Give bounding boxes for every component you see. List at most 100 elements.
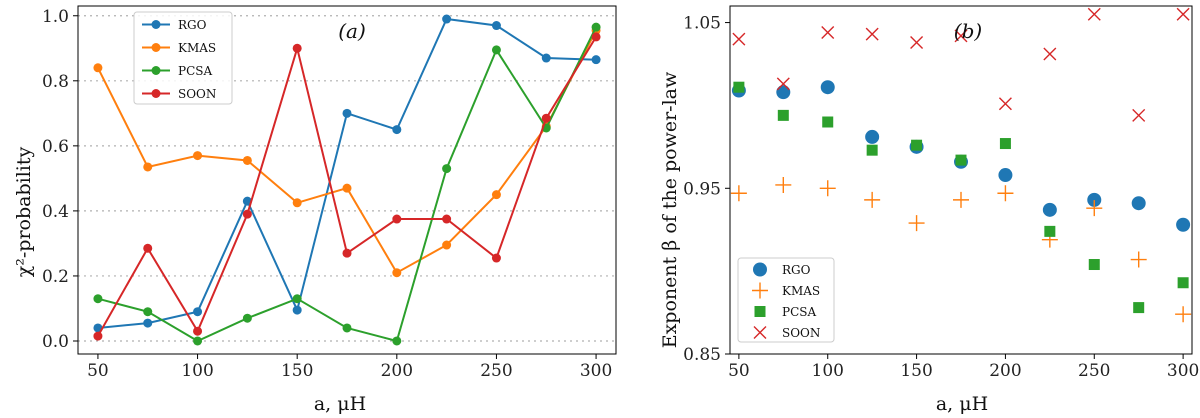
x-tick-label-b: 150 (900, 361, 932, 381)
legend-marker-soon (151, 89, 161, 98)
legend-marker-kmas (151, 43, 161, 52)
x-tick-label-a: 150 (281, 361, 313, 381)
point-soon (442, 214, 452, 224)
point-soon (541, 113, 551, 123)
point-soon (776, 77, 790, 91)
point-rgo (820, 80, 835, 95)
legend-label-rgo: RGO (782, 263, 811, 277)
point-kmas (1175, 306, 1192, 323)
legend-label-pcsa: PCSA (178, 64, 212, 78)
point-kmas (143, 162, 153, 172)
y-tick-label-b: 0.85 (683, 345, 721, 365)
point-pcsa (1177, 277, 1189, 289)
point-rgo (865, 129, 880, 144)
panel-b: a, μH Exponent β of the power-law 50 100 1… (659, 5, 1199, 415)
y-tick-label-a: 0.0 (42, 332, 69, 352)
point-soon (193, 326, 203, 336)
point-pcsa (1044, 225, 1056, 237)
x-tick-label-b: 50 (728, 361, 750, 381)
point-soon (998, 97, 1012, 111)
point-kmas (292, 198, 302, 208)
point-pcsa (1088, 259, 1100, 271)
plot-frame-a (77, 5, 617, 355)
point-soon (1087, 7, 1101, 21)
x-tick-label-a: 200 (381, 361, 413, 381)
point-pcsa (392, 336, 402, 346)
y-tick-label-a: 1.0 (42, 7, 69, 27)
panel-label-b: (b) (954, 19, 982, 43)
plot-frame-b (729, 5, 1193, 355)
point-soon (342, 248, 352, 258)
point-soon (591, 32, 601, 42)
legend-box-b (737, 257, 835, 343)
point-pcsa (777, 109, 789, 121)
x-tick-label-b: 100 (812, 361, 844, 381)
point-kmas (997, 185, 1014, 202)
point-pcsa (491, 45, 501, 55)
point-soon (392, 214, 402, 224)
point-rgo (1176, 217, 1191, 232)
xlabel-a: a, μH (314, 393, 366, 415)
point-rgo (776, 85, 791, 100)
point-rgo (541, 53, 551, 63)
point-pcsa (955, 154, 967, 166)
point-soon (1043, 47, 1057, 61)
point-soon (242, 209, 252, 219)
point-rgo (1131, 196, 1146, 211)
point-soon (491, 253, 501, 263)
point-rgo (1042, 202, 1057, 217)
ylabel-a: χ²-probability (13, 146, 35, 277)
point-rgo (143, 318, 153, 328)
point-pcsa (242, 313, 252, 323)
point-pcsa (442, 164, 452, 174)
point-kmas (392, 268, 402, 278)
point-kmas (342, 183, 352, 193)
point-pcsa (193, 336, 203, 346)
point-kmas (953, 191, 969, 208)
point-soon (93, 331, 103, 341)
panel-label-a: (a) (338, 19, 366, 43)
xlabel-b: a, μH (936, 393, 988, 415)
legend-marker-pcsa (754, 306, 766, 317)
point-pcsa (866, 144, 878, 156)
point-pcsa (591, 22, 601, 32)
point-kmas (93, 63, 103, 73)
y-tick-label-b: 1.05 (683, 14, 721, 34)
point-kmas (1130, 251, 1147, 268)
legend-marker-rgo (753, 262, 767, 277)
legend-box-a (133, 11, 233, 105)
x-tick-label-b: 200 (989, 361, 1021, 381)
legend-label-kmas: KMAS (782, 284, 820, 298)
point-pcsa (342, 323, 352, 333)
point-pcsa (911, 139, 923, 151)
x-tick-label-a: 100 (181, 361, 213, 381)
point-pcsa (822, 116, 834, 128)
point-soon (865, 27, 879, 41)
point-pcsa (733, 81, 745, 93)
point-kmas (730, 185, 747, 202)
y-tick-label-b: 0.95 (683, 179, 721, 199)
y-tick-label-a: 0.4 (42, 202, 69, 222)
point-soon (1132, 108, 1146, 122)
point-pcsa (143, 307, 153, 317)
point-soon (1176, 7, 1190, 21)
point-soon (954, 29, 968, 43)
legend-label-soon: SOON (782, 326, 820, 340)
point-pcsa (999, 138, 1011, 150)
y-tick-label-a: 0.8 (42, 72, 69, 92)
point-kmas (193, 151, 203, 161)
point-soon (732, 32, 746, 46)
point-rgo (193, 307, 203, 317)
point-pcsa (93, 294, 103, 304)
legend-label-kmas: KMAS (178, 41, 216, 55)
point-kmas (819, 180, 836, 197)
point-soon (910, 35, 924, 49)
x-tick-label-b: 300 (1167, 361, 1199, 381)
panel-a: a, μH χ²-probability 50 100 150 200 250 300 0.… (13, 5, 617, 415)
point-rgo (292, 305, 302, 315)
legend-marker-kmas (752, 282, 768, 299)
legend-marker-soon (753, 326, 767, 339)
point-soon (821, 26, 835, 40)
point-kmas (1086, 200, 1103, 217)
